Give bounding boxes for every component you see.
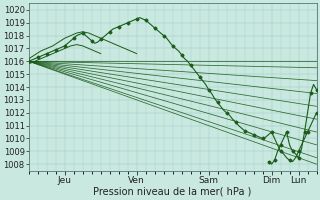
X-axis label: Pression niveau de la mer( hPa ): Pression niveau de la mer( hPa ) xyxy=(93,187,252,197)
